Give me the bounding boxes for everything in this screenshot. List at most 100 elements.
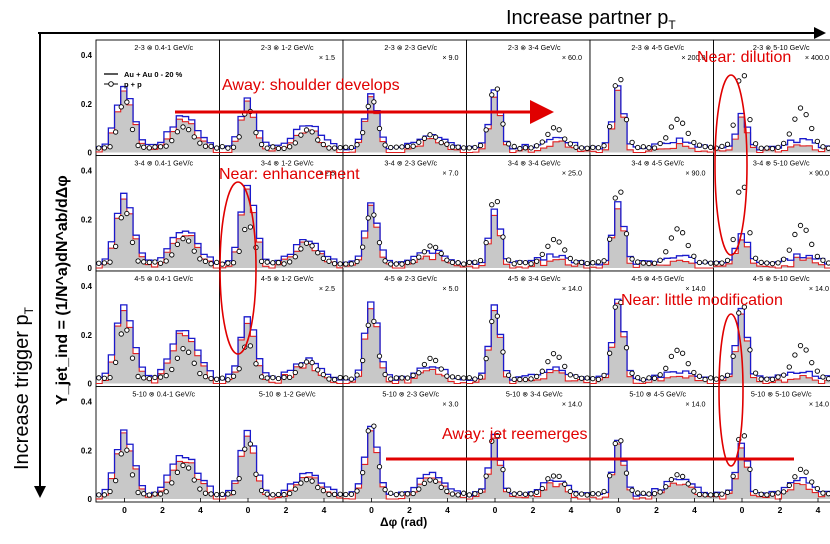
pp-point: [708, 493, 712, 497]
pp-point: [349, 145, 353, 149]
pp-point: [113, 244, 117, 248]
pp-point: [798, 106, 802, 110]
pp-point: [725, 490, 729, 494]
pp-point: [619, 77, 623, 81]
pp-point: [591, 491, 595, 495]
panel-scale: × 25.0: [562, 169, 582, 178]
panel-label: 5-10 ⊗ 1-2 GeV/c: [259, 390, 316, 399]
pp-point: [299, 363, 303, 367]
pp-point: [158, 375, 162, 379]
pp-point: [389, 262, 393, 266]
pp-point: [759, 492, 763, 496]
pp-point: [164, 259, 168, 263]
panel-label: 4-5 ⊗ 4-5 GeV/c: [631, 274, 684, 283]
pp-point: [338, 262, 342, 266]
pp-point: [731, 354, 735, 358]
pp-point: [512, 492, 516, 496]
pp-point: [776, 261, 780, 265]
panel-label: 2-3 ⊗ 4-5 GeV/c: [631, 43, 684, 52]
pp-point: [282, 492, 286, 496]
pp-point: [737, 190, 741, 194]
pp-point: [130, 240, 134, 244]
panel: 3-4 ⊗ 3-4 GeV/c× 25.0: [467, 156, 591, 272]
pp-point: [349, 262, 353, 266]
pp-point: [417, 255, 421, 259]
pp-point: [534, 259, 538, 263]
annotation-away-reemerge: Away: jet reemerges: [442, 426, 588, 443]
pp-point: [119, 332, 123, 336]
pp-point: [142, 492, 146, 496]
pp-point: [675, 348, 679, 352]
pp-point: [826, 146, 830, 150]
pp-point: [484, 128, 488, 132]
pp-point: [630, 488, 634, 492]
pp-point: [821, 491, 825, 495]
x-axis-label: Δφ (rad): [380, 515, 427, 529]
x-tick-label: 0: [616, 505, 621, 515]
pp-point: [344, 376, 348, 380]
pp-point: [344, 492, 348, 496]
pp-point: [753, 256, 757, 260]
pp-point: [389, 145, 393, 149]
pp-point: [579, 492, 583, 496]
pp-point: [478, 375, 482, 379]
pp-point: [821, 145, 825, 149]
pp-point: [316, 368, 320, 372]
pp-point: [781, 257, 785, 261]
x-tick-label: 2: [654, 505, 659, 515]
pp-point: [641, 378, 645, 382]
pp-point: [692, 140, 696, 144]
panel-label: 5-10 ⊗ 5-10 GeV/c: [751, 390, 812, 399]
pp-point: [821, 375, 825, 379]
pp-point: [198, 487, 202, 491]
pp-point: [596, 146, 600, 150]
pp-point: [461, 376, 465, 380]
pp-point: [428, 478, 432, 482]
pp-point: [108, 375, 112, 379]
pp-point: [540, 486, 544, 490]
pp-point: [243, 227, 247, 231]
pp-point: [607, 124, 611, 128]
panel-label: 4-5 ⊗ 0.4-1 GeV/c: [134, 274, 193, 283]
pp-point: [366, 104, 370, 108]
panel-scale: × 3.0: [442, 400, 458, 409]
pp-point: [271, 375, 275, 379]
pp-point: [641, 145, 645, 149]
pp-point: [658, 258, 662, 262]
pp-point: [641, 491, 645, 495]
pp-point: [613, 84, 617, 88]
pp-point: [119, 105, 123, 109]
pp-point: [192, 135, 196, 139]
pp-point: [405, 492, 409, 496]
panel-scale: × 14.0: [562, 284, 582, 293]
pp-point: [641, 261, 645, 265]
pp-point: [602, 144, 606, 148]
pp-point: [636, 145, 640, 149]
pp-point: [102, 376, 106, 380]
pp-point: [125, 211, 129, 215]
pp-point: [675, 227, 679, 231]
pp-point: [327, 377, 331, 381]
pp-point: [692, 254, 696, 258]
pp-point: [804, 470, 808, 474]
pp-point: [417, 371, 421, 375]
pp-point: [518, 260, 522, 264]
pp-point: [523, 146, 527, 150]
x-tick-label: 4: [816, 505, 821, 515]
pp-point: [428, 356, 432, 360]
pp-point: [574, 145, 578, 149]
pp-point: [439, 251, 443, 255]
x-tick-label: 0: [740, 505, 745, 515]
pp-point: [624, 471, 628, 475]
pp-point: [815, 254, 819, 258]
pp-point: [714, 377, 718, 381]
partner-arrow: [38, 27, 826, 39]
pp-point: [720, 376, 724, 380]
pp-point: [400, 376, 404, 380]
pp-point: [518, 491, 522, 495]
x-tick-label: 0: [369, 505, 374, 515]
pp-point: [512, 377, 516, 381]
pp-point: [737, 311, 741, 315]
